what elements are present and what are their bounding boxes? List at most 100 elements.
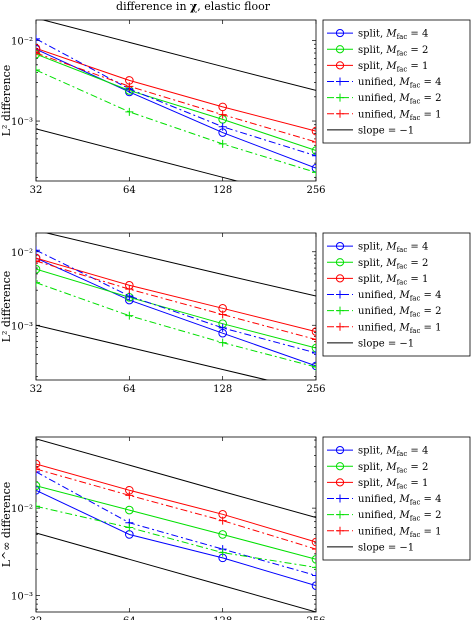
x-tick-label: 256	[306, 616, 325, 620]
data-point-split_2	[36, 481, 41, 491]
data-point-unified_2	[312, 563, 316, 572]
legend-marker-split_4	[335, 28, 345, 38]
data-point-unified_1	[312, 545, 316, 554]
legend: split, Mfac = 4 split, Mfac = 2 split, Mfa…	[322, 19, 471, 144]
series-line-split_4	[36, 489, 316, 587]
legend-label-split_1: split, Mfac = 1	[358, 274, 428, 287]
series-line-unified_2	[36, 69, 316, 173]
series-line-split_4	[36, 257, 316, 367]
series-line-unified_2	[36, 282, 316, 368]
data-point-unified_1	[218, 516, 227, 525]
data-point-unified_1	[36, 49, 40, 58]
chart-panel-2: 32 64 128 256 10⁻³ 10⁻² L² difference split, Mf…	[0, 232, 471, 395]
series-line-unified_1	[36, 52, 316, 143]
legend-label-unified_1: unified, Mfac = 1	[358, 526, 441, 539]
series-line-split_1	[36, 257, 316, 333]
y-tick-label: 10⁻³	[11, 592, 33, 603]
data-point-unified_2	[218, 139, 227, 148]
data-point-unified_4	[312, 151, 316, 160]
series-line-split_2	[36, 53, 316, 152]
data-point-split_2	[36, 264, 41, 274]
data-point-unified_2	[218, 338, 227, 347]
series-line-split_1	[36, 47, 316, 132]
figure-title-suffix: , elastic floor	[197, 0, 270, 13]
legend-label-unified_2: unified, Mfac = 2	[358, 306, 441, 319]
data-point-unified_4	[36, 34, 40, 43]
legend-label-split_4: split, Mfac = 4	[358, 446, 428, 459]
series-line-split_2	[36, 485, 316, 560]
legend-marker-split_4	[335, 241, 345, 251]
series-line-slope	[36, 128, 239, 181]
data-point-unified_4	[312, 348, 316, 357]
x-tick-label: 128	[213, 185, 232, 196]
legend-label-split_2: split, Mfac = 2	[358, 45, 428, 58]
x-tick-label: 128	[213, 616, 232, 620]
data-point-unified_2	[218, 548, 227, 557]
legend-label-slope: slope = −1	[358, 543, 414, 554]
data-point-split_1	[311, 537, 316, 547]
series-line-unified_4	[36, 38, 316, 157]
data-point-unified_2	[312, 363, 316, 372]
x-tick-label: 256	[306, 185, 325, 196]
data-point-unified_2	[125, 523, 134, 532]
x-tick-label: 64	[123, 185, 136, 196]
data-point-unified_1	[218, 110, 227, 119]
y-axis-label: L² difference	[0, 65, 13, 137]
legend-marker-unified_4	[336, 290, 344, 299]
legend-label-unified_4: unified, Mfac = 4	[358, 77, 441, 90]
series-group	[36, 20, 316, 181]
legend-marker-split_1	[335, 478, 345, 487]
data-point-split_1	[218, 102, 227, 112]
data-point-unified_4	[36, 246, 40, 255]
data-point-unified_1	[125, 491, 134, 500]
x-tick-label: 128	[213, 384, 232, 395]
series-line-unified_4	[36, 471, 316, 576]
data-point-unified_2	[36, 502, 40, 511]
series-line-slope	[36, 532, 316, 612]
legend-marker-unified_4	[336, 77, 344, 86]
legend-marker-split_1	[335, 61, 345, 70]
legend-label-unified_4: unified, Mfac = 4	[358, 290, 441, 303]
data-point-split_1	[311, 126, 316, 136]
legend-marker-unified_2	[336, 306, 344, 315]
legend-marker-unified_2	[336, 510, 344, 519]
legend-marker-split_2	[335, 45, 345, 54]
legend-marker-split_1	[335, 274, 345, 283]
legend-label-split_4: split, Mfac = 4	[358, 29, 428, 42]
series-line-unified_2	[36, 505, 316, 568]
data-point-unified_4	[125, 292, 134, 301]
legend-label-split_1: split, Mfac = 1	[358, 478, 428, 491]
y-tick-label: 10⁻²	[11, 248, 33, 259]
series-line-split_2	[36, 268, 316, 349]
data-point-unified_2	[125, 311, 134, 320]
data-point-split_1	[311, 327, 316, 336]
legend-label-split_1: split, Mfac = 1	[358, 61, 428, 74]
legend-marker-split_2	[335, 258, 345, 267]
data-point-unified_4	[312, 571, 316, 580]
plot-frame	[35, 436, 317, 613]
legend-label-unified_4: unified, Mfac = 4	[358, 494, 441, 507]
data-point-split_2	[311, 343, 316, 353]
legend: split, Mfac = 4 split, Mfac = 2 split, Mfa…	[322, 436, 471, 561]
series-group	[36, 233, 316, 380]
legend-marker-split_4	[335, 445, 345, 455]
chart-panel-1: 32 64 128 256 10⁻³ 10⁻² L² difference split, Mf…	[0, 19, 471, 196]
data-point-split_4	[311, 581, 316, 590]
series-line-split_1	[36, 463, 316, 543]
data-point-unified_4	[36, 467, 40, 476]
data-point-unified_1	[312, 137, 316, 146]
series-line-slope	[44, 233, 316, 297]
data-point-unified_1	[125, 82, 134, 91]
y-axis-label: L^∞ difference	[0, 482, 13, 568]
legend-marker-unified_4	[336, 494, 344, 503]
x-tick-label: 256	[306, 384, 325, 395]
series-group	[36, 438, 316, 612]
plot-frame	[35, 232, 317, 381]
x-tick-label: 64	[123, 384, 136, 395]
legend-label-slope: slope = −1	[358, 339, 414, 350]
y-tick-label: 10⁻²	[11, 504, 33, 515]
series-line-unified_1	[36, 260, 316, 340]
series-line-slope	[36, 324, 270, 380]
data-point-split_4	[311, 163, 316, 173]
